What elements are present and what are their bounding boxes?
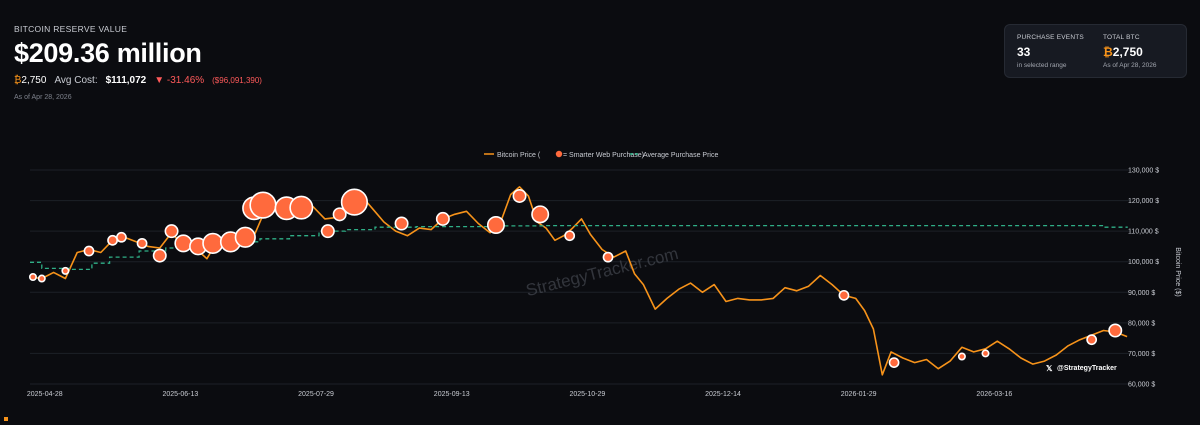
x-logo-icon: 𝕏 xyxy=(1046,364,1053,373)
purchase-marker xyxy=(116,231,127,243)
y-axis-ticks: 60,000 $ 70,000 $ 80,000 $ 90,000 $ 100,000 … xyxy=(1128,168,1159,389)
purchase-marker xyxy=(1108,323,1123,338)
purchase-marker xyxy=(981,349,990,358)
btc-holdings: ₿2,750 xyxy=(14,75,46,86)
purchase-events-label: PURCHASE EVENTS xyxy=(1017,34,1084,41)
purchase-events-value: 33 xyxy=(1017,45,1031,59)
bitcoin-icon: ₿ xyxy=(1103,45,1113,59)
purchase-markers xyxy=(28,188,1123,368)
total-btc-sub: As of Apr 28, 2026 xyxy=(1103,62,1157,69)
reserve-header: BITCOIN RESERVE VALUE $209.36 million ₿2… xyxy=(14,24,262,101)
total-btc-label: TOTAL BTC xyxy=(1103,34,1140,41)
x-tick-label: 2025-10-29 xyxy=(569,391,605,398)
legend-average-label: Average Purchase Price xyxy=(643,152,718,159)
chart-watermark: StrategyTracker.com xyxy=(524,244,680,300)
purchase-events-sub: in selected range xyxy=(1017,62,1067,69)
purchase-marker xyxy=(136,237,148,249)
purchase-marker xyxy=(564,230,576,242)
y-tick-label: 60,000 $ xyxy=(1128,382,1155,389)
stats-card: PURCHASE EVENTS 33 in selected range TOT… xyxy=(1004,24,1187,78)
x-tick-label: 2025-09-13 xyxy=(434,391,470,398)
purchase-marker xyxy=(486,216,505,235)
y-axis-title: Bitcoin Price ($) xyxy=(1174,247,1181,296)
x-tick-label: 2025-06-13 xyxy=(162,391,198,398)
y-tick-label: 80,000 $ xyxy=(1128,320,1155,327)
chart-legend: Bitcoin Price ( = Smarter Web Purchase) … xyxy=(484,150,718,159)
purchase-marker xyxy=(435,211,450,226)
y-tick-label: 70,000 $ xyxy=(1128,351,1155,358)
total-btc-stat: TOTAL BTC ₿2,750 As of Apr 28, 2026 xyxy=(1103,34,1156,69)
y-tick-label: 120,000 $ xyxy=(1128,198,1159,205)
purchase-marker xyxy=(320,224,335,239)
purchase-marker xyxy=(249,191,277,219)
btc-amount: 2,750 xyxy=(21,75,47,86)
purchase-marker xyxy=(234,226,256,248)
purchase-marker xyxy=(602,251,614,263)
reserve-label: BITCOIN RESERVE VALUE xyxy=(14,24,128,34)
purchase-marker xyxy=(202,232,224,254)
purchase-marker xyxy=(394,216,409,231)
x-tick-label: 2025-07-29 xyxy=(298,391,334,398)
purchase-marker xyxy=(531,205,550,224)
x-tick-label: 2025-04-28 xyxy=(27,391,63,398)
legend-price-suffix: = Smarter Web Purchase) xyxy=(563,152,644,159)
x-tick-label: 2025-12-14 xyxy=(705,391,741,398)
as-of-date: As of Apr 28, 2026 xyxy=(14,94,72,101)
legend-price-prefix: Bitcoin Price ( xyxy=(497,152,541,159)
purchase-marker xyxy=(332,207,347,222)
x-tick-label: 2026-03-16 xyxy=(976,391,1012,398)
change-percent: ▼ -31.46% xyxy=(154,75,205,86)
average-purchase-line xyxy=(30,224,1128,271)
y-tick-label: 130,000 $ xyxy=(1128,168,1159,175)
purchase-marker xyxy=(1086,334,1098,346)
bitcoin-icon: ₿ xyxy=(14,75,22,86)
avg-cost-value: $111,072 xyxy=(105,75,147,86)
purchase-marker xyxy=(152,248,167,263)
reserve-value: $209.36 million xyxy=(14,38,202,68)
avg-cost-label: Avg Cost: xyxy=(54,75,98,86)
purchase-marker xyxy=(37,274,46,283)
total-btc-amount: 2,750 xyxy=(1112,45,1143,59)
purchase-marker xyxy=(28,272,37,281)
reserve-meta: ₿2,750 Avg Cost: $111,072 ▼ -31.46% ($96… xyxy=(14,75,262,86)
y-tick-label: 90,000 $ xyxy=(1128,290,1155,297)
purchase-marker xyxy=(340,188,368,216)
purchase-events-stat: PURCHASE EVENTS 33 in selected range xyxy=(1017,34,1084,69)
x-axis-ticks: 2025-04-28 2025-06-13 2025-07-29 2025-09-13… xyxy=(27,391,1013,398)
purchase-marker xyxy=(83,245,95,257)
purchase-marker xyxy=(107,234,118,246)
corner-mark xyxy=(4,417,8,421)
purchase-marker xyxy=(512,188,527,203)
purchase-marker xyxy=(164,224,179,239)
chart-grid xyxy=(30,169,1130,385)
purchase-marker xyxy=(838,289,850,301)
purchase-marker xyxy=(61,266,70,275)
y-tick-label: 110,000 $ xyxy=(1128,229,1159,236)
credit-handle: @StrategyTracker xyxy=(1057,365,1117,372)
change-absolute: ($96,091,390) xyxy=(212,76,262,85)
purchase-marker xyxy=(174,234,193,253)
x-tick-label: 2026-01-29 xyxy=(841,391,877,398)
legend-purchase-marker xyxy=(555,150,563,158)
credit-badge: 𝕏 @StrategyTracker xyxy=(1046,364,1117,373)
total-btc-value: ₿2,750 xyxy=(1103,45,1156,59)
y-tick-label: 100,000 $ xyxy=(1128,259,1159,266)
purchase-marker xyxy=(289,195,314,220)
purchase-marker xyxy=(888,357,900,368)
purchase-marker xyxy=(957,352,966,361)
